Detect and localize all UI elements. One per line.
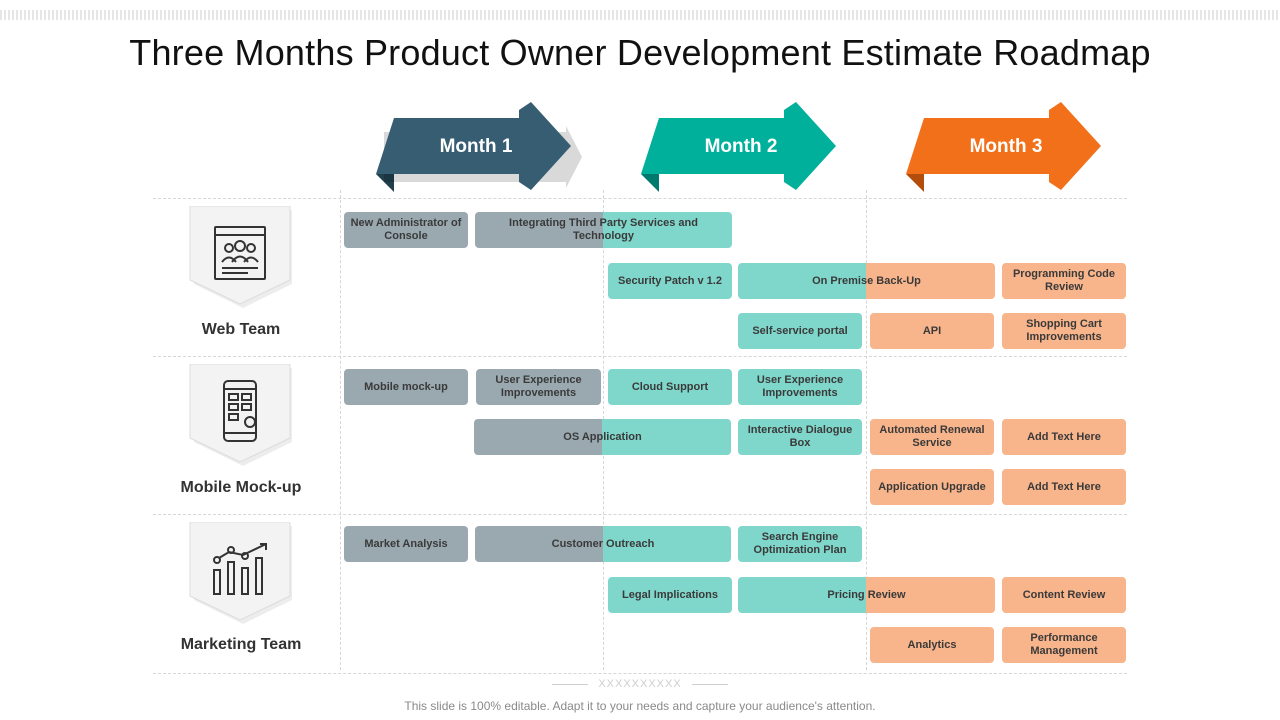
- task-bar: Interactive Dialogue Box: [738, 419, 862, 455]
- month-1-arrow: Month 1: [376, 100, 608, 196]
- grid-line: [866, 190, 867, 670]
- page-title: Three Months Product Owner Development E…: [129, 32, 1151, 73]
- month-2-arrow: Month 2: [641, 100, 873, 196]
- task-bar: Programming Code Review: [1002, 263, 1126, 299]
- task-bar: Add Text Here: [1002, 419, 1126, 455]
- task-bar: Search Engine Optimization Plan: [738, 526, 862, 562]
- browser-team-icon: [214, 226, 266, 280]
- task-bar: User Experience Improvements: [738, 369, 862, 405]
- grid-line: [153, 356, 1127, 357]
- grid-line: [340, 190, 341, 670]
- task-bar: Application Upgrade: [870, 469, 994, 505]
- month-3-label: Month 3: [969, 136, 1043, 157]
- grid-line: [153, 673, 1127, 674]
- grid-line: [153, 514, 1127, 515]
- mobile-team-badge: [188, 364, 294, 468]
- task-bar: API: [870, 313, 994, 349]
- growth-chart-icon: [213, 543, 267, 595]
- task-bar: Pricing Review: [738, 577, 995, 613]
- footer-divider: XXXXXXXXXX: [533, 677, 747, 691]
- task-bar: Integrating Third Party Services and Tec…: [475, 212, 732, 248]
- task-bar: Mobile mock-up: [344, 369, 468, 405]
- task-bar: Cloud Support: [608, 369, 732, 405]
- team-label-marketing: Marketing Team: [180, 636, 302, 653]
- task-bar: Automated Renewal Service: [870, 419, 994, 455]
- task-bar: On Premise Back-Up: [738, 263, 995, 299]
- footer-note: This slide is 100% editable. Adapt it to…: [404, 699, 876, 713]
- team-label-mobile: Mobile Mock-up: [180, 479, 302, 496]
- marketing-team-badge: [188, 522, 294, 626]
- team-label-web: Web Team: [201, 321, 281, 338]
- task-bar: User Experience Improvements: [476, 369, 601, 405]
- task-bar: Analytics: [870, 627, 994, 663]
- task-bar: Security Patch v 1.2: [608, 263, 732, 299]
- task-bar: Shopping Cart Improvements: [1002, 313, 1126, 349]
- top-decorative-strip: [0, 10, 1280, 20]
- task-bar: Performance Management: [1002, 627, 1126, 663]
- task-bar: New Administrator of Console: [344, 212, 468, 248]
- month-2-label: Month 2: [704, 136, 778, 157]
- task-bar: Customer Outreach: [475, 526, 731, 562]
- task-bar: Self-service portal: [738, 313, 862, 349]
- task-bar: Market Analysis: [344, 526, 468, 562]
- grid-line: [153, 198, 1127, 199]
- task-bar: Add Text Here: [1002, 469, 1126, 505]
- task-bar: Legal Implications: [608, 577, 732, 613]
- month-3-arrow: Month 3: [906, 100, 1138, 196]
- task-bar: OS Application: [474, 419, 731, 455]
- month-1-label: Month 1: [439, 136, 513, 157]
- web-team-badge: [188, 206, 294, 310]
- mobile-settings-icon: [223, 380, 257, 442]
- task-bar: Content Review: [1002, 577, 1126, 613]
